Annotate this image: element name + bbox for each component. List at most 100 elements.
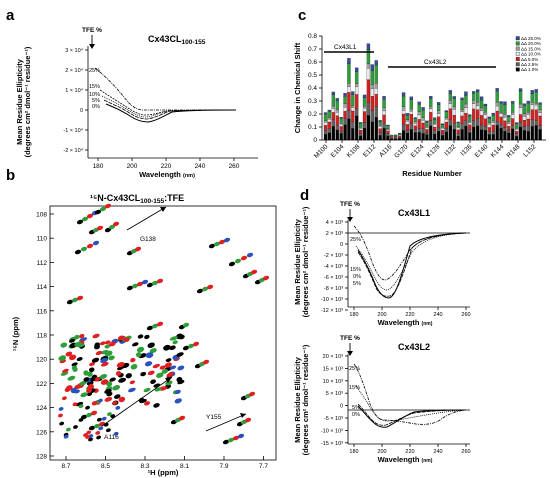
panel-c-bar-segment [483,114,488,119]
panel-a-curve-25 [94,67,236,111]
hsqc-peak [135,352,142,358]
panel-c-bar-segment [351,110,355,122]
panel-c-bar-segment [491,124,495,132]
hsqc-peak [137,334,144,339]
panel-c-bar-segment [460,99,464,110]
hsqc-peak [86,430,92,435]
hsqc-peak [165,380,173,386]
panel-c-bar-segment [526,118,530,126]
panel-d-top-ytick-label: -12 × 10³ [321,308,343,314]
panel-c-ytick-label: 0.7 [308,46,317,53]
panel-c-bar-segment [487,127,491,132]
hsqc-peak [145,352,153,358]
panel-c-legend-swatch [515,62,520,67]
panel-d-top-xtick-label: 260 [461,312,470,318]
panel-c-bar-segment [538,125,542,130]
panel-c-bar-segment [514,133,519,137]
panel-c-bar-segment [499,124,503,129]
panel-a-tfe-label: TFE % [82,27,102,34]
panel-c-bar-segment [440,130,445,134]
hsqc-peak [118,396,126,403]
panel-d-bottom-xtick-label: 200 [377,449,386,455]
panel-c-bar-segment [327,128,332,133]
panel-c-bar-segment [452,98,456,107]
hsqc-peak [126,285,134,291]
panel-c-bar-segment [456,127,460,130]
panel-c-bar-segment [339,118,343,124]
panel-c-bar-segment [452,106,456,110]
panel-c-bar-segment [530,102,534,105]
panel-c-bar-segment [401,113,406,125]
panel-c-bar-segment [514,131,519,134]
panel-c-bar-segment [479,100,484,109]
panel-c-bar-segment [468,129,472,133]
panel-c-bar-segment [347,63,351,84]
panel-c-bar-segment [476,118,480,127]
panel-c-bar-segment [444,111,449,118]
hsqc-peak [104,203,112,209]
panel-c-bar-segment [355,108,359,116]
panel-c-bar-segment [331,126,335,141]
panel-c-bar-segment [327,121,332,129]
panel-c-ytick-label: 0.3 [308,98,317,105]
hsqc-peak [104,397,113,402]
panel-c-bar-segment [374,60,378,66]
panel-c-bar-segment [491,112,495,116]
panel-c-bar-segment [487,118,491,124]
panel-c-bar-segment [382,114,386,124]
panel-c-bar-segment [405,124,410,131]
panel-c-bar-segment [460,97,464,100]
panel-c-bar-segment [394,135,398,137]
panel-c-bar-segment [355,115,359,141]
panel-d-bottom-curve-label: 5% [352,405,360,411]
hsqc-peak [58,406,64,411]
hsqc-peak [202,359,210,365]
hsqc-peak [85,405,90,410]
panel-c-legend-swatch [515,46,520,51]
panel-c-bar-segment [468,122,472,125]
panel-c-bar-segment [327,117,332,120]
panel-c-bar-segment [468,124,472,130]
panel-c-bar-segment [413,118,417,122]
panel-c-bar-segment [378,125,382,127]
panel-d-bottom-ytick-label: -10 × 10³ [321,428,343,434]
panel-c-xtick-label: A116 [378,143,394,159]
annotation-g138: G138 [140,236,156,243]
panel-c-bar-segment [503,114,507,118]
panel-b-ytick-label: 128 [36,454,47,461]
hsqc-peak [79,333,85,339]
panel-c-bar-segment [538,102,542,105]
panel-c-bar-segment [437,127,441,132]
panel-c-ytick-label: 0.2 [308,111,317,118]
hsqc-peak [134,246,142,252]
hsqc-peak [105,428,111,433]
panel-c-bar-segment [495,110,499,122]
hsqc-peak [129,380,136,385]
panel-c-bar-segment [476,105,480,110]
panel-d-bottom-ylabel-1: Mean Residue Ellipticity [293,356,302,443]
panel-c-bar-segment [495,91,499,103]
hsqc-peak [58,413,63,418]
panel-c-bar-segment [359,133,363,137]
panel-c-bar-segment [495,88,499,92]
panel-c-bar-segment [386,128,390,130]
panel-d-bottom-curve-5 [357,403,467,426]
panel-c-bar-segment [429,98,433,107]
hsqc-peak [118,377,127,383]
panel-c-bar-segment [491,122,495,126]
panel-c-bar-segment [366,63,371,69]
hsqc-peak [70,387,78,394]
panel-c-bar-segment [538,109,542,113]
panel-d-top-ytick-label: -10 × 10³ [321,297,343,303]
hsqc-peak [62,368,69,373]
panel-c-bar-segment [409,123,413,130]
hsqc-peak [141,279,149,285]
panel-a-curve-15 [99,89,237,116]
panel-c-bar-segment [347,92,351,111]
panel-c-bar-segment [405,113,410,116]
annotation-y155: Y155 [206,414,222,421]
hsqc-peak [96,225,104,231]
hsqc-peak [151,323,159,329]
hsqc-peak [165,358,172,363]
